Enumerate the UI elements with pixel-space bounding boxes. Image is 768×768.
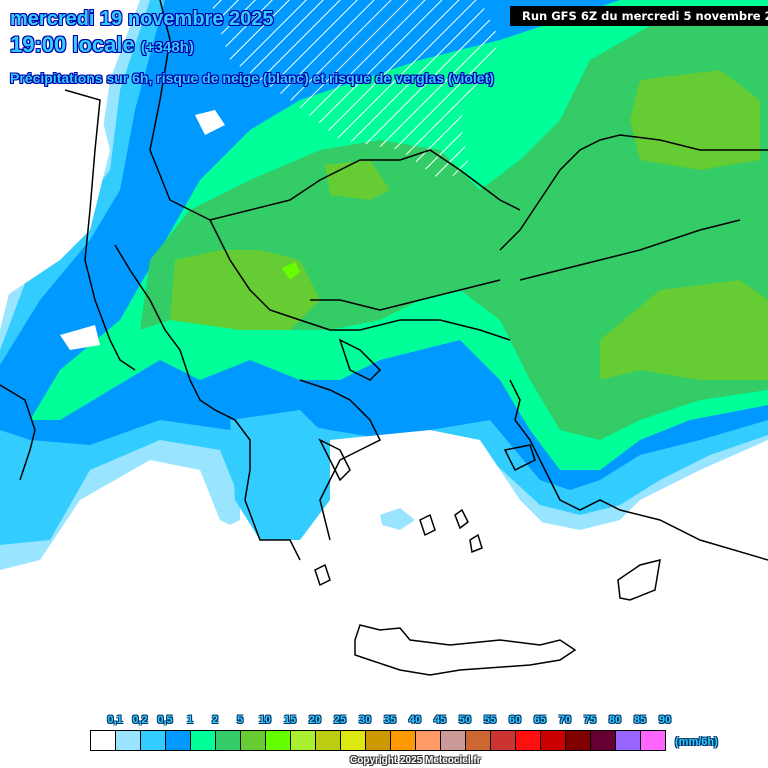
legend-label: 0,1 — [107, 714, 123, 726]
precip-band-5d — [600, 280, 768, 380]
island-lesvos — [503, 444, 536, 472]
coastline-black-sea — [499, 134, 768, 251]
legend-swatch — [141, 731, 166, 750]
legend-label: 85 — [633, 714, 647, 726]
legend-label: 0,2 — [132, 714, 148, 726]
legend-swatch — [416, 731, 441, 750]
legend-swatch — [541, 731, 566, 750]
legend-labels: 0,1 0,2 0,5 1 2 5 10 15 20 25 30 35 40 45 50 55 60 65 70 75… — [0, 714, 768, 728]
island-cyclades-3 — [469, 533, 483, 554]
legend-swatch — [616, 731, 641, 750]
model-run-label: Run GFS 6Z du mercredi 5 novembre 2025 — [510, 6, 768, 26]
legend: 0,1 0,2 0,5 1 2 5 10 15 20 25 30 35 40 45 50 55 60 65 70 75… — [0, 705, 768, 768]
island-cyclades-1 — [419, 513, 436, 537]
legend-label: 75 — [583, 714, 597, 726]
legend-swatch — [591, 731, 616, 750]
legend-label: 40 — [408, 714, 422, 726]
coastline-greece-west — [189, 379, 301, 561]
legend-swatch — [291, 731, 316, 750]
coastline-italy-heel — [0, 384, 36, 481]
legend-label: 10 — [258, 714, 272, 726]
legend-label: 70 — [558, 714, 572, 726]
legend-label: 25 — [333, 714, 347, 726]
legend-swatch — [391, 731, 416, 750]
legend-label: 20 — [308, 714, 322, 726]
legend-swatch — [491, 731, 516, 750]
forecast-date: mercredi 19 novembre 2025 — [10, 8, 274, 30]
legend-swatch — [241, 731, 266, 750]
legend-label: 5 — [236, 714, 244, 726]
island-evia — [318, 438, 351, 482]
legend-label: 0,5 — [157, 714, 173, 726]
border-balkans — [209, 219, 511, 341]
legend-units: (mm/6h) — [675, 736, 718, 748]
dry-area-west — [0, 110, 110, 300]
legend-label: 55 — [483, 714, 497, 726]
dry-area-aegean — [0, 430, 768, 705]
legend-label: 60 — [508, 714, 522, 726]
forecast-time: 19:00 locale (+348h) — [10, 32, 194, 58]
coastline-crete — [354, 624, 577, 676]
coastline-adriatic — [114, 244, 191, 381]
precip-band-5 — [170, 250, 320, 330]
legend-swatch — [516, 731, 541, 750]
legend-swatch — [216, 731, 241, 750]
coastline-marmara — [519, 219, 741, 281]
legend-swatch — [316, 731, 341, 750]
border-bulgaria-greece — [310, 279, 501, 311]
legend-swatch — [191, 731, 216, 750]
copyright: Copyright 2025 Meteociel.fr — [350, 755, 481, 766]
legend-swatch — [266, 731, 291, 750]
legend-label: 15 — [283, 714, 297, 726]
coastline-greece-east — [299, 379, 382, 541]
legend-label: 35 — [383, 714, 397, 726]
precip-aegean-spot — [380, 508, 415, 530]
legend-swatch — [91, 731, 116, 750]
legend-swatch — [166, 731, 191, 750]
legend-label: 1 — [186, 714, 194, 726]
forecast-offset: (+348h) — [140, 39, 194, 56]
legend-label: 50 — [458, 714, 472, 726]
legend-label: 30 — [358, 714, 372, 726]
island-cyclades-2 — [454, 508, 469, 530]
legend-label: 65 — [533, 714, 547, 726]
island-kythira — [314, 563, 331, 587]
legend-swatch — [366, 731, 391, 750]
precip-peloponnese — [230, 410, 330, 540]
legend-swatch — [466, 731, 491, 750]
dry-patch-north — [195, 110, 225, 135]
map-description: Précipitations sur 6h, risque de neige (… — [10, 70, 494, 86]
snow-hatch-area — [210, 0, 500, 180]
forecast-local-time: 19:00 locale — [10, 32, 135, 57]
coastline-chalkidiki — [338, 338, 382, 381]
legend-label: 2 — [211, 714, 219, 726]
legend-swatch — [441, 731, 466, 750]
legend-label: 90 — [658, 714, 672, 726]
border-north — [149, 0, 521, 221]
coastline-italy-east — [64, 89, 136, 371]
legend-swatch — [641, 731, 665, 750]
precipitation-map — [0, 0, 768, 705]
legend-label: 45 — [433, 714, 447, 726]
island-rhodes — [617, 558, 661, 601]
legend-swatch — [341, 731, 366, 750]
legend-swatch — [116, 731, 141, 750]
legend-color-bar — [90, 730, 666, 751]
legend-label: 80 — [608, 714, 622, 726]
legend-swatch — [566, 731, 591, 750]
coastline-turkey-west — [509, 379, 768, 561]
dry-patch-italy — [60, 325, 100, 350]
precip-band-5c — [630, 70, 760, 170]
precip-band-10 — [282, 262, 300, 280]
